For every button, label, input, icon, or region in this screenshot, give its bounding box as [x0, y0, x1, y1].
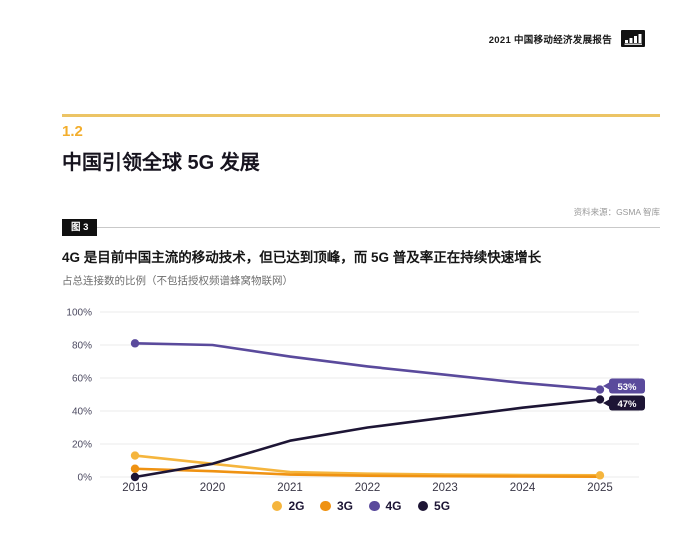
x-axis-label: 2024: [510, 482, 536, 494]
data-point-2g: [595, 471, 605, 480]
end-label-badge: [609, 378, 645, 394]
y-axis-tick: 60%: [72, 374, 92, 385]
end-label-text: 53%: [617, 382, 637, 393]
legend-dot-4g: [369, 500, 380, 512]
x-axis-label: 2025: [587, 482, 613, 494]
data-point-4g: [130, 339, 140, 348]
x-axis-label: 2021: [277, 482, 303, 494]
legend-item-3g: 3G: [320, 499, 353, 513]
legend-item-5g: 5G: [417, 499, 451, 513]
report-header: 2021 中国移动经济发展报告: [489, 30, 645, 47]
y-axis-tick: 80%: [72, 341, 92, 352]
line-chart-svg: 0% 20% 40% 60% 80% 100% 2019 2020 2021 2022 2023 20…: [66, 308, 645, 494]
legend-label: 3G: [336, 499, 353, 513]
series-line-4g: [133, 342, 602, 391]
x-axis-label: 2019: [122, 482, 148, 494]
section-number: 1.2: [62, 123, 83, 140]
series-line-3g: [133, 467, 602, 478]
signal-bars-icon: [621, 30, 645, 47]
figure-divider-line: [97, 227, 660, 228]
series-line-5g: [133, 398, 602, 479]
x-axis-label: 2023: [432, 482, 458, 494]
legend-label: 2G: [288, 499, 305, 513]
legend-dot-5g: [417, 500, 429, 512]
x-axis-label: 2022: [355, 482, 381, 494]
data-point-3g: [130, 464, 140, 473]
legend-item-4g: 4G: [369, 499, 402, 513]
y-axis-tick: 40%: [72, 407, 92, 418]
figure-number-badge: 图 3: [62, 219, 98, 236]
chart-legend: 2G 3G 4G 5G: [62, 499, 660, 513]
data-point-4g: [595, 385, 605, 394]
end-label-pointer: [603, 382, 610, 390]
legend-dot-2g: [271, 500, 283, 512]
data-point-5g: [130, 472, 140, 482]
data-point-5g: [595, 395, 605, 404]
end-label-badge: [609, 395, 645, 411]
figure-source: 资料来源：GSMA 智库: [573, 207, 660, 217]
legend-label: 5G: [434, 499, 451, 513]
legend-dot-3g: [320, 500, 331, 512]
x-axis-label: 2020: [200, 482, 226, 494]
legend-label: 4G: [385, 499, 402, 513]
report-title: 2021 中国移动经济发展报告: [488, 34, 612, 46]
end-label-pointer: [603, 399, 610, 407]
y-axis-tick: 0%: [78, 473, 93, 484]
section-divider: [62, 114, 660, 117]
section-title: 中国引领全球 5G 发展: [62, 152, 260, 174]
y-axis-tick: 100%: [66, 308, 92, 319]
figure-band: 图 3: [62, 219, 660, 236]
y-axis-tick: 20%: [72, 440, 92, 451]
chart-title: 4G 是目前中国主流的移动技术，但已达到顶峰，而 5G 普及率正在持续快速增长: [62, 250, 542, 265]
end-label-text: 47%: [617, 399, 637, 410]
legend-item-2g: 2G: [271, 499, 305, 513]
chart-subtitle: 占总连接数的比例（不包括授权频谱蜂窝物联网）: [62, 275, 293, 287]
data-point-2g: [130, 451, 140, 460]
